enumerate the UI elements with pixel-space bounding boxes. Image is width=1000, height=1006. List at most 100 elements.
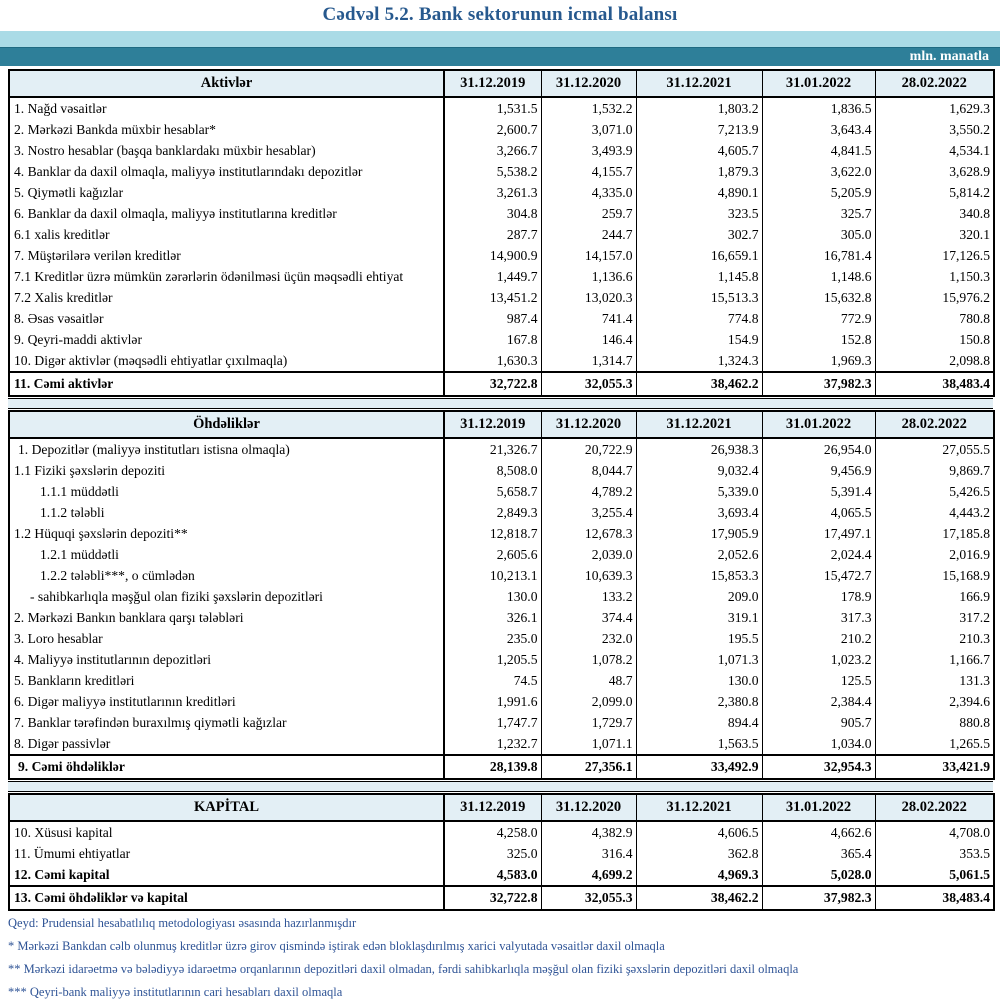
cell-value: 209.0 [635,586,762,607]
section-title-kapital: KAPİTAL [9,794,444,822]
cell-value: 7,213.9 [635,119,762,140]
column-header-date: 31.12.2020 [540,411,636,439]
cell-value: 1,836.5 [761,97,875,119]
table-row: 9. Qeyri-maddi aktivlər 167.8 146.4 154.9 15… [9,329,994,350]
cell-value: 4,841.5 [761,140,875,161]
cell-value: 340.8 [874,203,994,224]
cell-value: 20,722.9 [540,438,636,460]
table-row: 13. Cəmi öhdəliklər və kapital 32,722.8 32… [9,885,994,910]
table-row: 6.1 xalis kreditlər 287.7 244.7 302.7 305.0 3… [9,224,994,245]
cell-value: 27,356.1 [540,754,636,779]
table-row: 10. Digər aktivlər (məqsədli ehtiyatlar … [9,350,994,372]
cell-value: 3,261.3 [443,182,541,203]
cell-value: 125.5 [761,670,875,691]
cell-value: 15,168.9 [874,565,994,586]
cell-value: 1,747.7 [443,712,541,733]
cell-value: 1,078.2 [540,649,636,670]
cell-value: 2,098.8 [874,350,994,372]
table-row: 1.1 Fiziki şəxslərin depoziti 8,508.0 8,04… [9,460,994,481]
cell-value: 4,890.1 [635,182,762,203]
cell-value: 10,639.3 [540,565,636,586]
row-label: 10. Xüsusi kapital [14,824,113,840]
table-row: 5. Qiymətli kağızlar 3,261.3 4,335.0 4,890.… [9,182,994,203]
cell-value: 326.1 [443,607,541,628]
cell-value: 4,258.0 [443,821,541,843]
note-source: Qeyd: Prudensial hesabatlılıq metodologi… [8,916,357,930]
section-table-ohdelikler: Öhdəliklər 31.12.2019 31.12.2020 31.12.2021… [8,410,995,780]
row-label: 6. Banklar da daxil olmaqla, maliyyə ins… [14,205,337,221]
cell-value: 905.7 [761,712,875,733]
row-label: 11. Cəmi aktivlər [9,371,444,396]
table-row: 1.2.1 müddətli 2,605.6 2,039.0 2,052.6 2,024… [9,544,994,565]
cell-value: 1,136.6 [540,266,636,287]
cell-value: 1,879.3 [635,161,762,182]
cell-value: 1,205.5 [443,649,541,670]
balance-tables: Aktivlər 31.12.2019 31.12.2020 31.12.2021 31… [0,69,1000,911]
cell-value: 302.7 [635,224,762,245]
row-label: 2. Mərkəzi Bankın banklara qarşı tələblə… [14,609,244,625]
cell-value: 305.0 [761,224,875,245]
column-header-date: 28.02.2022 [874,70,994,98]
table-row: 1.2 Hüquqi şəxslərin depoziti** 12,818.7 1… [9,523,994,544]
row-label: 7. Banklar tərəfindən buraxılmış qiymətl… [14,714,287,730]
cell-value: 3,550.2 [874,119,994,140]
cell-value: 38,462.2 [635,885,762,910]
table-row: 11. Ümumi ehtiyatlar 325.0 316.4 362.8 365.4… [9,843,994,864]
table-row: 4. Maliyyə institutlarının depozitləri 1,… [9,649,994,670]
row-label: 1. Depozitlər (maliyyə institutları isti… [18,441,290,457]
cell-value: 317.3 [761,607,875,628]
cell-value: 152.8 [761,329,875,350]
footnote-2: ** Mərkəzi idarəetmə və bələdiyyə idarəe… [8,962,799,976]
cell-value: 244.7 [540,224,636,245]
cell-value: 26,938.3 [635,438,762,460]
column-header-date: 31.12.2019 [443,70,541,98]
section-table-aktivler: Aktivlər 31.12.2019 31.12.2020 31.12.2021 31… [8,69,995,397]
cell-value: 9,456.9 [761,460,875,481]
cell-value: 259.7 [540,203,636,224]
cell-value: 131.3 [874,670,994,691]
cell-value: 12,818.7 [443,523,541,544]
cell-value: 210.3 [874,628,994,649]
cell-value: 133.2 [540,586,636,607]
cell-value: 2,024.4 [761,544,875,565]
row-label: 10. Digər aktivlər (məqsədli ehtiyatlar … [14,352,288,368]
cell-value: 9,869.7 [874,460,994,481]
cell-value: 150.8 [874,329,994,350]
cell-value: 1,150.3 [874,266,994,287]
table-row: 1.1.1 müddətli 5,658.7 4,789.2 5,339.0 5,391… [9,481,994,502]
cell-value: 1,563.5 [635,733,762,755]
column-header-date: 28.02.2022 [874,411,994,439]
cell-value: 5,658.7 [443,481,541,502]
row-label: 12. Cəmi kapital [14,866,110,882]
cell-value: 2,380.8 [635,691,762,712]
section-header-row: Öhdəliklər 31.12.2019 31.12.2020 31.12.2021… [9,411,994,439]
cell-value: 48.7 [540,670,636,691]
cell-value: 3,071.0 [540,119,636,140]
cell-value: 232.0 [540,628,636,649]
cell-value: 1,991.6 [443,691,541,712]
cell-value: 15,976.2 [874,287,994,308]
cell-value: 17,126.5 [874,245,994,266]
cell-value: 5,538.2 [443,161,541,182]
cell-value: 15,632.8 [761,287,875,308]
cell-value: 5,339.0 [635,481,762,502]
cell-value: 37,982.3 [761,371,875,396]
cell-value: 10,213.1 [443,565,541,586]
decor-band [0,31,1000,47]
cell-value: 38,462.2 [635,371,762,396]
row-label: 1. Nağd vəsaitlər [14,100,107,116]
cell-value: 2,849.3 [443,502,541,523]
cell-value: 8,508.0 [443,460,541,481]
row-label: 7.2 Xalis kreditlər [14,289,113,305]
cell-value: 1,531.5 [443,97,541,119]
section-table-kapital: KAPİTAL 31.12.2019 31.12.2020 31.12.2021 31.… [8,793,995,911]
table-row: 7.2 Xalis kreditlər 13,451.2 13,020.3 15,51… [9,287,994,308]
column-header-date: 31.12.2021 [635,411,762,439]
table-row: 1. Nağd vəsaitlər 1,531.5 1,532.2 1,803.2 1,… [9,97,994,119]
section-header-row: Aktivlər 31.12.2019 31.12.2020 31.12.2021 31… [9,70,994,98]
row-label: - sahibkarlıqla məşğul olan fiziki şəxsl… [30,588,323,604]
cell-value: 772.9 [761,308,875,329]
cell-value: 16,659.1 [635,245,762,266]
page-title: Cədvəl 5.2. Bank sektorunun icmal balans… [322,4,678,25]
